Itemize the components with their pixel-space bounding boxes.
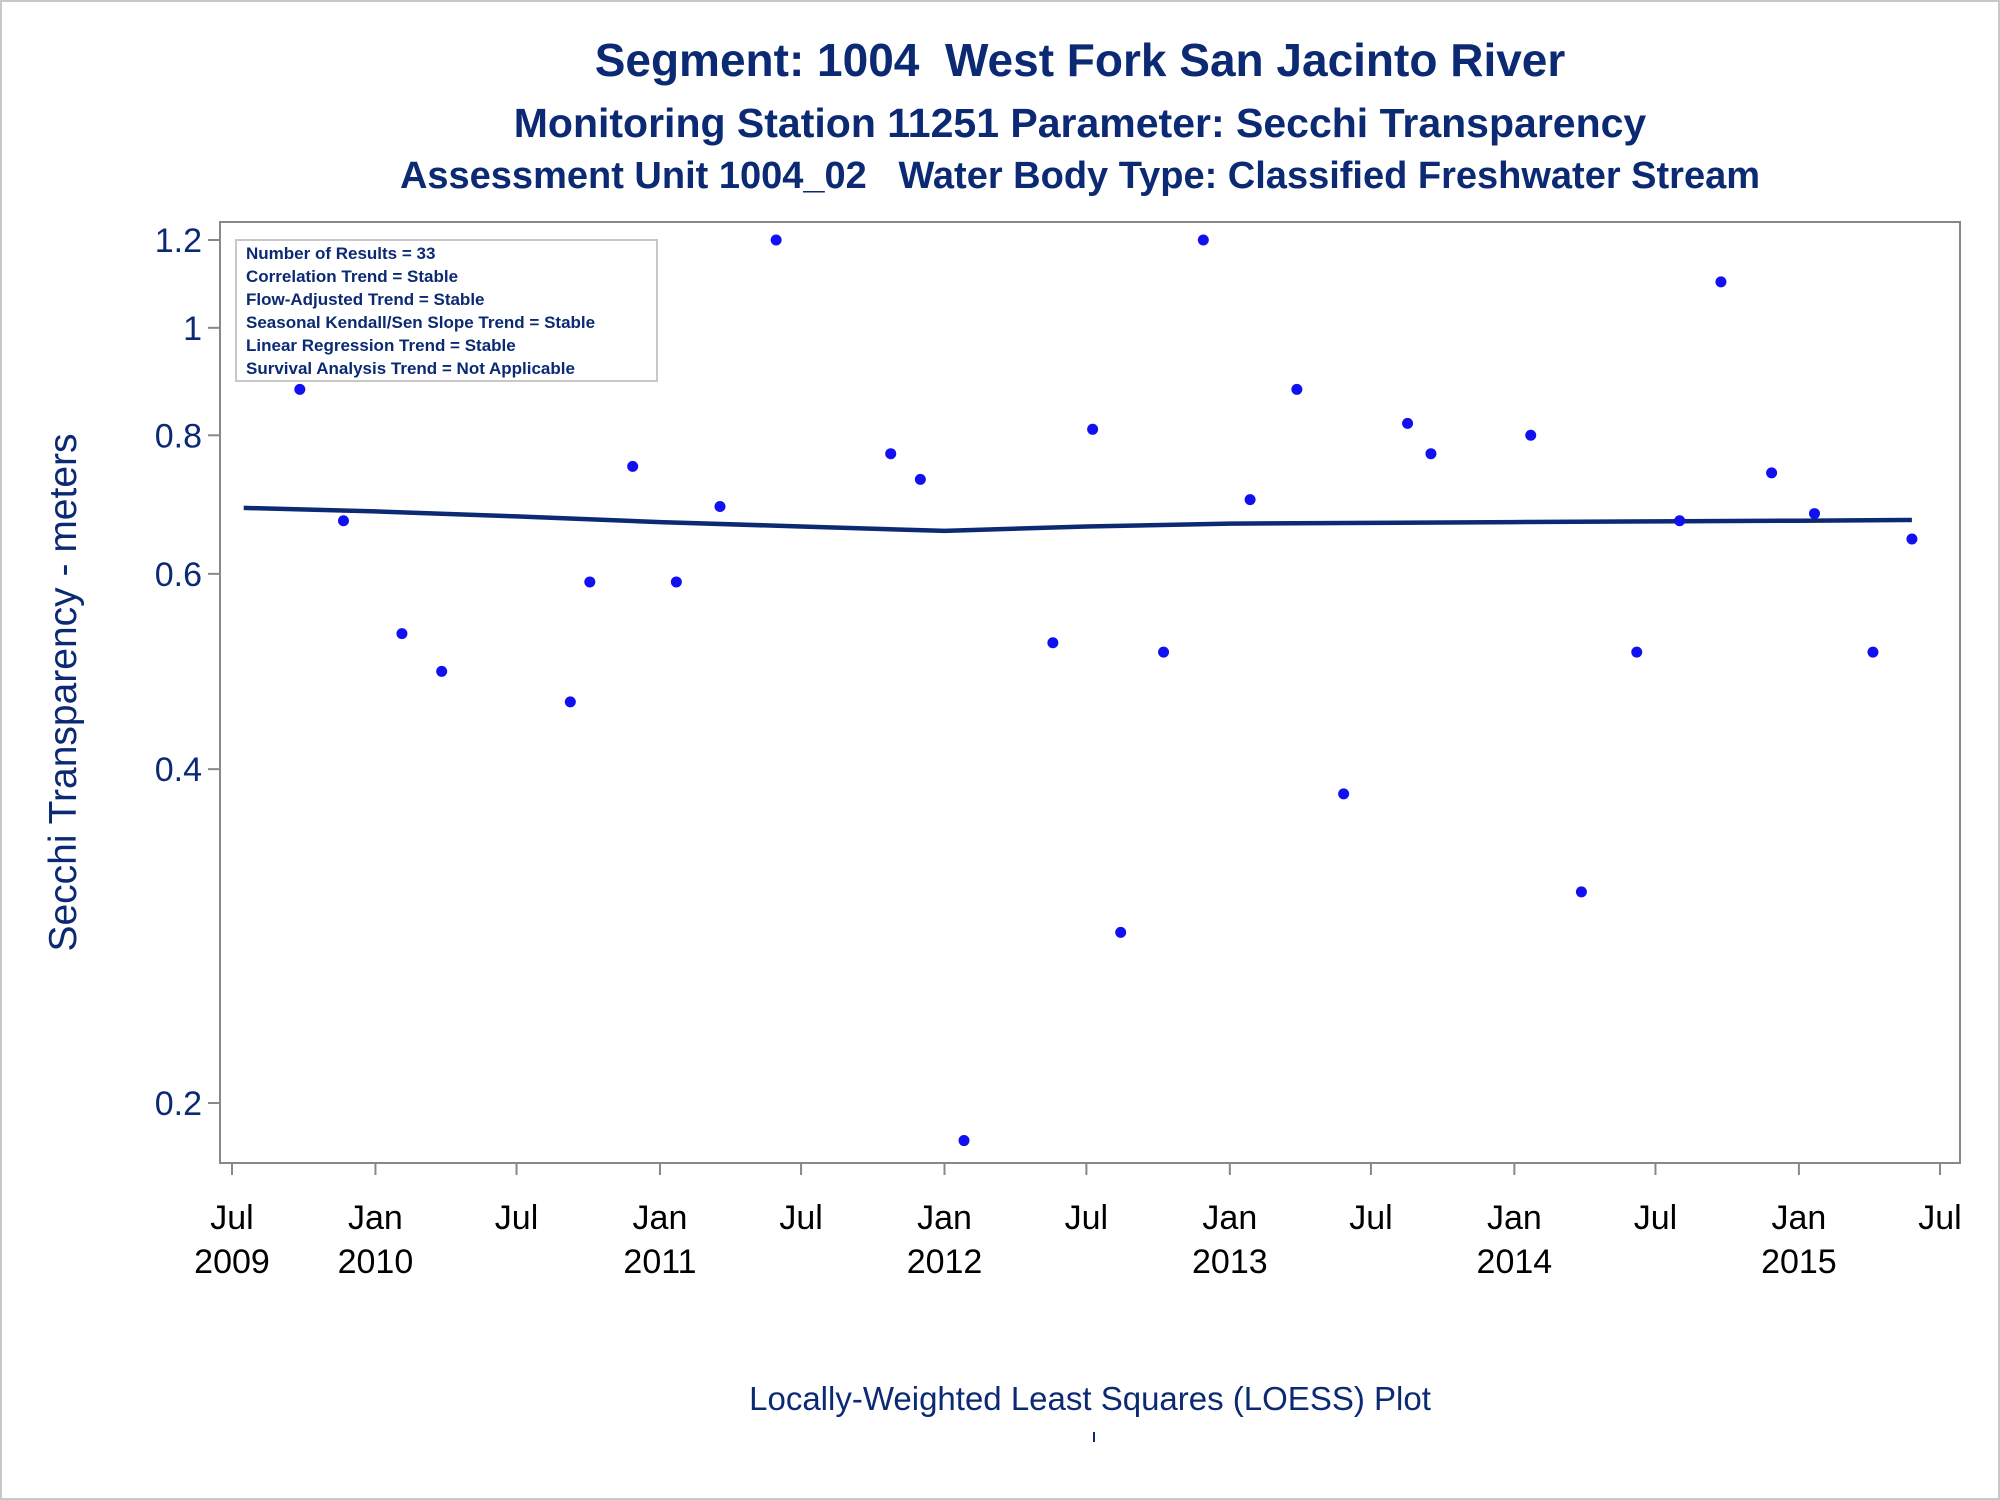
x-tick-label-month: Jan bbox=[1771, 1199, 1826, 1237]
data-point bbox=[1766, 467, 1778, 479]
x-tick-label-year: 2013 bbox=[1192, 1243, 1268, 1281]
x-tick-label-year: 2012 bbox=[907, 1243, 983, 1281]
data-point bbox=[1575, 886, 1587, 898]
loess-line bbox=[243, 505, 1912, 534]
y-tick-label: 1.2 bbox=[155, 222, 202, 260]
y-tick-label: 1 bbox=[183, 310, 202, 348]
x-tick-label-month: Jul bbox=[1065, 1199, 1108, 1237]
chart-subtitle-station: Monitoring Station 11251 Parameter: Secc… bbox=[513, 100, 1647, 146]
x-tick-label-month: Jan bbox=[1487, 1199, 1542, 1237]
x-tick-label-month: Jul bbox=[779, 1199, 822, 1237]
x-tick-label-month: Jul bbox=[1918, 1199, 1961, 1237]
data-point bbox=[1402, 417, 1414, 429]
stats-box-line: Survival Analysis Trend = Not Applicable bbox=[246, 359, 575, 378]
y-tick-label: 0.4 bbox=[155, 751, 202, 789]
data-point bbox=[1715, 276, 1727, 288]
x-tick-label-month: Jul bbox=[495, 1199, 538, 1237]
x-tick-label-year: 2011 bbox=[623, 1243, 696, 1281]
x-tick-label-month: Jan bbox=[1202, 1199, 1257, 1237]
data-point bbox=[1631, 646, 1643, 658]
data-point bbox=[1808, 508, 1820, 520]
data-point bbox=[1244, 494, 1256, 506]
chart-title: Segment: 1004 West Fork San Jacinto Rive… bbox=[594, 34, 1566, 86]
data-point bbox=[436, 665, 448, 677]
chart-subtitle-assessment-unit: Assessment Unit 1004_02 Water Body Type:… bbox=[399, 155, 1761, 197]
x-tick-label-year: 2015 bbox=[1761, 1243, 1837, 1281]
y-axis-label: Secchi Transparency - meters bbox=[42, 433, 85, 951]
data-point bbox=[1906, 533, 1918, 545]
y-tick-label: 0.2 bbox=[155, 1085, 202, 1123]
stats-box-line: Seasonal Kendall/Sen Slope Trend = Stabl… bbox=[246, 313, 595, 332]
data-point bbox=[1867, 646, 1879, 658]
stats-box-line: Linear Regression Trend = Stable bbox=[246, 336, 516, 355]
data-point bbox=[958, 1135, 970, 1147]
x-tick-label-year: 2014 bbox=[1477, 1243, 1553, 1281]
data-point bbox=[770, 234, 782, 246]
plot-area-border bbox=[219, 221, 1961, 1164]
data-point bbox=[885, 448, 897, 460]
x-tick-label-month: Jan bbox=[348, 1199, 403, 1237]
x-tick-label-month: Jul bbox=[1349, 1199, 1392, 1237]
y-tick-label: 0.6 bbox=[155, 556, 202, 594]
data-point bbox=[564, 696, 576, 708]
data-point bbox=[337, 515, 349, 527]
data-point bbox=[584, 576, 596, 588]
data-point bbox=[1291, 383, 1303, 395]
data-point bbox=[914, 473, 926, 485]
data-point bbox=[1087, 423, 1099, 435]
x-tick-label-year: 2009 bbox=[194, 1243, 270, 1281]
data-point bbox=[1047, 637, 1059, 649]
data-point bbox=[1197, 234, 1209, 246]
x-tick-label-month: Jul bbox=[1634, 1199, 1677, 1237]
stats-box bbox=[235, 239, 658, 382]
data-point bbox=[714, 501, 726, 513]
stats-box-line: Number of Results = 33 bbox=[246, 244, 435, 263]
x-tick-label-month: Jul bbox=[210, 1199, 253, 1237]
stats-box-line: Flow-Adjusted Trend = Stable bbox=[246, 290, 485, 309]
data-point bbox=[1158, 646, 1170, 658]
stats-box-line: Correlation Trend = Stable bbox=[246, 267, 458, 286]
data-point bbox=[396, 628, 408, 640]
x-tick-label-month: Jan bbox=[917, 1199, 972, 1237]
data-point bbox=[1425, 448, 1437, 460]
y-tick-label: 0.8 bbox=[155, 417, 202, 455]
data-point bbox=[1674, 515, 1686, 527]
data-point bbox=[1525, 429, 1537, 441]
data-point bbox=[1115, 926, 1127, 938]
footnote-mark bbox=[1093, 1432, 1095, 1442]
x-tick-label-month: Jan bbox=[633, 1199, 688, 1237]
data-point bbox=[627, 460, 639, 472]
x-tick-label-year: 2010 bbox=[338, 1243, 414, 1281]
chart-footnote: Locally-Weighted Least Squares (LOESS) P… bbox=[749, 1380, 1431, 1417]
data-point bbox=[294, 383, 306, 395]
data-point bbox=[1338, 788, 1350, 800]
data-point bbox=[670, 576, 682, 588]
